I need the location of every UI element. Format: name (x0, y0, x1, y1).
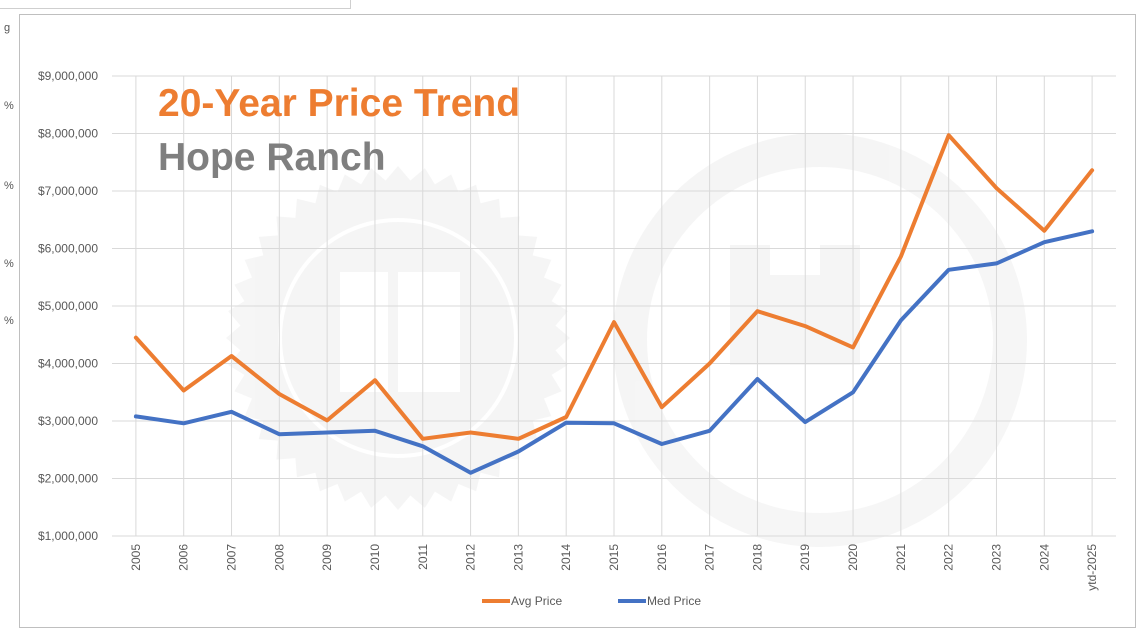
x-tick-label: 2010 (368, 544, 382, 571)
y-tick-label: $4,000,000 (38, 357, 98, 371)
x-tick-label: 2014 (559, 544, 573, 571)
side-fragment: % (4, 258, 14, 270)
y-tick-label: $7,000,000 (38, 184, 98, 198)
chart-subtitle: Hope Ranch (158, 136, 386, 179)
x-tick-label: 2011 (416, 544, 430, 570)
legend-label-avg: Avg Price (511, 594, 562, 608)
y-tick-label: $5,000,000 (38, 299, 98, 313)
chart-frame (19, 14, 1136, 628)
y-axis: $1,000,000 $2,000,000 $3,000,000 $4,000,000… (38, 69, 98, 543)
y-tick-label: $2,000,000 (38, 472, 98, 486)
x-tick-label: 2019 (798, 544, 812, 571)
x-axis: 2005 2006 2007 2008 2009 2010 2011 2012 2013 2014… (129, 544, 1099, 591)
side-strip: g % % % % (0, 10, 18, 430)
legend: Avg Price Med Price (482, 594, 701, 608)
side-fragment: % (4, 180, 14, 192)
x-tick-label: 2005 (129, 544, 143, 571)
x-tick-label: 2018 (750, 544, 764, 571)
side-fragment: g (4, 22, 11, 34)
outer-frame-top (0, 0, 351, 9)
y-tick-label: $3,000,000 (38, 414, 98, 428)
x-tick-label: 2017 (703, 544, 717, 571)
x-tick-label: 2021 (894, 544, 908, 571)
x-tick-label: 2007 (225, 544, 239, 571)
chart-title: 20-Year Price Trend (158, 82, 520, 125)
y-tick-label: $9,000,000 (38, 69, 98, 83)
y-tick-label: $1,000,000 (38, 529, 98, 543)
x-tick-label: 2009 (320, 544, 334, 571)
watermark-logo (226, 133, 1027, 547)
y-tick-label: $8,000,000 (38, 127, 98, 141)
x-tick-label: 2013 (511, 544, 525, 571)
legend-label-med: Med Price (647, 594, 701, 608)
y-tick-label: $6,000,000 (38, 242, 98, 256)
x-tick-label: 2016 (655, 544, 669, 571)
seal-shape (226, 166, 570, 510)
x-tick-label: ytd-2025 (1085, 544, 1099, 591)
x-tick-label: 2024 (1037, 544, 1051, 571)
x-tick-label: 2020 (846, 544, 860, 571)
side-fragment: % (4, 315, 14, 327)
gridlines (112, 75, 1116, 537)
x-tick-label: 2012 (464, 544, 478, 571)
x-tick-label: 2023 (989, 544, 1003, 571)
x-tick-label: 2022 (942, 544, 956, 571)
x-tick-label: 2015 (607, 544, 621, 571)
x-tick-label: 2008 (272, 544, 286, 571)
series-lines (133, 133, 1095, 475)
x-tick-label: 2006 (177, 544, 191, 571)
side-fragment: % (4, 100, 14, 112)
